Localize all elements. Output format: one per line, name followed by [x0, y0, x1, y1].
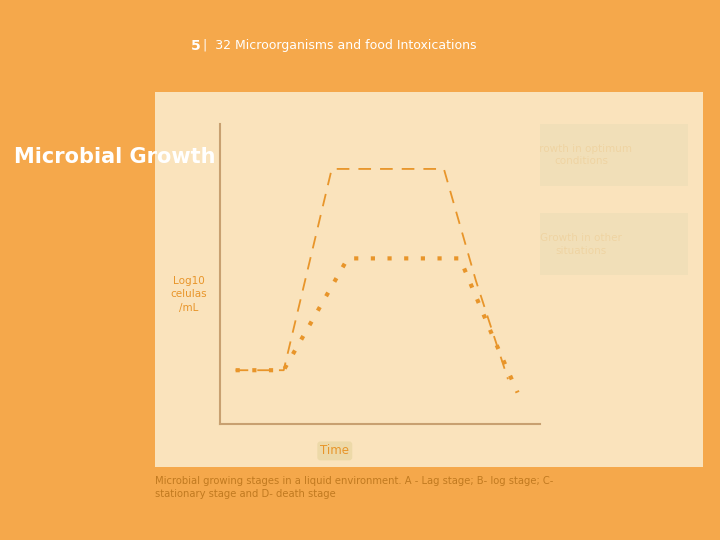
Text: Growth in other
situations: Growth in other situations [541, 233, 622, 255]
Text: Growth in optimum
conditions: Growth in optimum conditions [531, 144, 632, 166]
Text: 5: 5 [191, 39, 201, 53]
Text: Time: Time [320, 444, 349, 457]
Text: Microbial Growth: Microbial Growth [14, 146, 216, 167]
Text: |  32 Microorganisms and food Intoxications: | 32 Microorganisms and food Intoxicatio… [203, 39, 477, 52]
FancyBboxPatch shape [475, 124, 688, 186]
Text: Microbial growing stages in a liquid environment. A - Lag stage; B- log stage; C: Microbial growing stages in a liquid env… [155, 476, 553, 500]
FancyBboxPatch shape [475, 213, 688, 275]
Text: Log10
celulas
/mL: Log10 celulas /mL [171, 276, 207, 313]
FancyBboxPatch shape [155, 92, 703, 467]
